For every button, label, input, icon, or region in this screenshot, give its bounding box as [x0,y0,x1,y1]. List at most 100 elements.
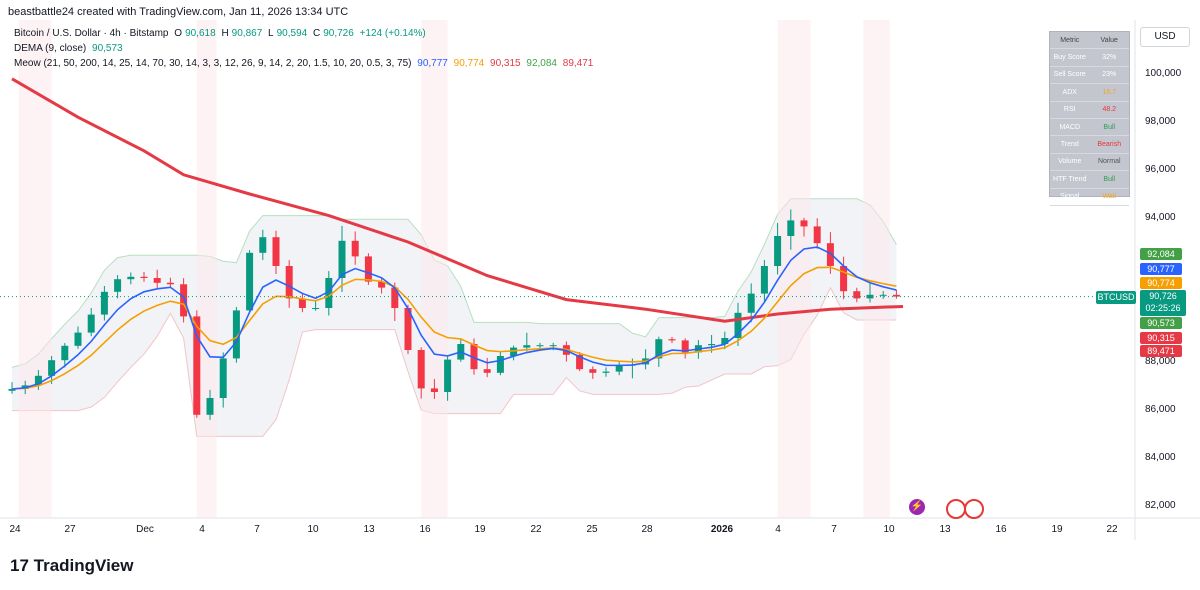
us-flag-event-icon[interactable] [946,499,966,519]
metric-name: RSI [1063,106,1076,114]
candle-body [193,316,201,415]
chart-credit: beastbattle24 created with TradingView.c… [8,6,349,18]
candle-body [602,371,610,373]
candle-body [74,332,82,346]
candle-body [813,226,821,244]
metric-value: Bull [1103,175,1116,183]
time-axis-label: 7 [831,524,837,535]
low-label: L [268,28,274,39]
tv-logo-icon: 17 [10,556,34,575]
meow-value-5: 89,471 [562,58,594,69]
metric-value: Bearish [1097,141,1122,149]
ema-orange-line [11,266,897,390]
candle-body [338,240,346,278]
change-value: +124 (+0.14%) [359,28,426,39]
sell-zone-shading [863,20,890,518]
metric-name: Sell Score [1053,71,1086,79]
candle-body [615,365,623,372]
meow-value-1: 90,777 [417,58,448,69]
meow-label: Meow (21, 50, 200, 14, 25, 14, 70, 30, 1… [14,58,412,69]
metric-value: 23% [1102,71,1117,79]
meow-value-4: 92,084 [526,58,557,69]
logo-text: TradingView [33,556,134,575]
dema-tag: 90,573 [1140,317,1182,329]
sma-red-line [11,77,904,323]
metric-name: ADX [1062,88,1077,96]
price-axis-label: 84,000 [1145,452,1176,463]
candle-body [470,344,478,370]
metric-value: 16.7 [1102,88,1117,96]
table-row: RSI 48.2 [1050,102,1129,119]
candle-body [285,266,293,299]
metric-name: Buy Score [1053,54,1086,62]
candle-body [853,291,861,299]
close-label: C [312,28,321,39]
time-axis-label: Dec [136,524,154,535]
candle-body [351,240,359,257]
table-row: HTF Trend Bull [1050,171,1129,189]
candle-body [866,294,874,299]
close-value: 90,726 [323,28,354,39]
candle-body [312,308,320,309]
band-upper-line [11,198,897,368]
symbol-tag: BTCUSD [1096,291,1136,304]
candle-body [8,389,16,391]
candle-body [774,236,782,266]
time-axis-label: 22 [530,524,542,535]
time-axis-label: 19 [474,524,486,535]
candle-body [378,281,386,288]
band-lower-tag: 89,471 [1140,345,1182,357]
candle-body [298,298,306,308]
tradingview-logo[interactable]: 17 TradingView [10,556,133,576]
volatility-band-fill [12,198,897,437]
lightning-event-icon[interactable]: ⚡ [909,499,925,515]
candle-body [166,282,174,285]
time-axis-label: 13 [939,524,951,535]
dema-legend[interactable]: DEMA (9, close) 90,573 [14,43,126,54]
meow-legend[interactable]: Meow (21, 50, 200, 14, 25, 14, 70, 30, 1… [14,58,596,69]
metric-name: Signal [1060,193,1080,201]
candle-body [787,220,795,236]
ema-orange-tag: 90,774 [1140,277,1182,289]
time-axis-label: 16 [995,524,1007,535]
candle-body [87,314,95,333]
band-upper-tag: 92,084 [1140,248,1182,260]
candle-body [153,278,161,283]
candle-body [576,354,584,370]
candle-body [272,237,280,266]
time-axis-label: 2026 [710,524,734,535]
us-flag-event-icon-2[interactable] [964,499,984,519]
candle-body [892,294,900,297]
open-label: O [174,28,183,39]
candle-body [246,252,254,311]
metric-name: HTF Trend [1053,175,1087,183]
candle-body [549,345,557,347]
time-axis-label: 27 [64,524,76,535]
price-axis-label: 88,000 [1145,356,1176,367]
candle-body [523,345,531,348]
time-axis-label: 28 [641,524,653,535]
currency-button[interactable]: USD [1140,27,1190,47]
table-row: Signal Wait [1050,189,1129,206]
candle-body [325,278,333,308]
candle-body [430,388,438,392]
candle-body [708,344,716,346]
high-label: H [221,28,229,39]
dema-label: DEMA (9, close) [14,43,87,54]
price-axis-label: 96,000 [1145,164,1176,175]
time-axis-label: 16 [419,524,431,535]
candle-body [219,358,227,398]
candle-body [444,359,452,392]
time-axis-label: 4 [199,524,205,535]
metric-value: Wait [1102,193,1117,201]
candle-body [840,266,848,292]
metrics-table: Metric Value Buy Score 32% Sell Score 23% ADX 1… [1049,31,1130,206]
sell-zone-shading [196,20,217,518]
metric-value: Normal [1097,158,1121,166]
candle-body [496,356,504,373]
metric-value: 32% [1102,54,1117,62]
metric-name: Trend [1060,141,1079,149]
candle-body [879,294,887,296]
